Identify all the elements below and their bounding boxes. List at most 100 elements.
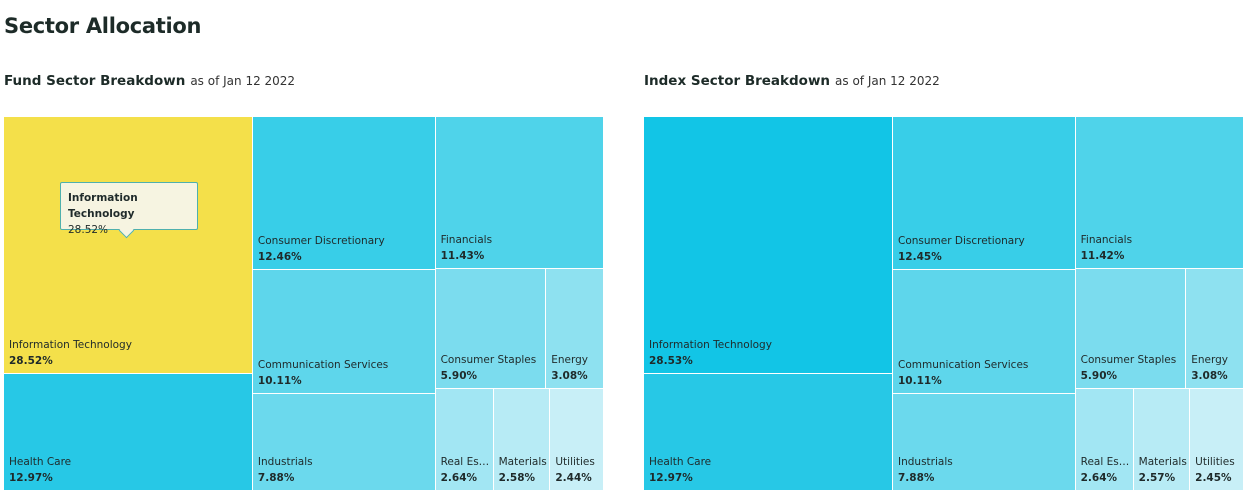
sector-tile-real-estate[interactable]: Real Est… 2.64%	[1075, 388, 1134, 491]
sector-value: 12.45%	[898, 250, 942, 263]
sector-value: 3.08%	[1191, 369, 1228, 382]
sector-value: 2.64%	[1080, 471, 1118, 484]
sector-name: Utilities	[555, 455, 595, 468]
sector-label: Industrials 7.88%	[258, 454, 433, 486]
sector-value: 2.64%	[440, 471, 478, 484]
sector-value: 2.45%	[1195, 471, 1232, 484]
sector-tile-financials[interactable]: Financials 11.43%	[435, 117, 604, 270]
sector-tile-communication-services[interactable]: Communication Services 10.11%	[252, 270, 436, 395]
sector-value: 28.52%	[9, 355, 53, 368]
page-title: Sector Allocation	[4, 14, 202, 38]
sector-name: Utilities	[1195, 455, 1235, 468]
sector-name: Financials	[1080, 234, 1133, 247]
sector-value: 12.97%	[649, 471, 693, 484]
sector-name: Consumer Staples	[440, 353, 537, 366]
sector-label: Industrials 7.88%	[898, 454, 1073, 486]
sector-label: Materials 2.58%	[499, 454, 548, 486]
sector-tile-industrials[interactable]: Industrials 7.88%	[252, 394, 436, 491]
index-panel-header: Index Sector Breakdown as of Jan 12 2022	[644, 70, 940, 89]
sector-value: 3.08%	[551, 369, 588, 382]
sector-label: Communication Services 10.11%	[898, 357, 1073, 389]
sector-value: 10.11%	[898, 375, 942, 388]
sector-tile-health-care[interactable]: Health Care 12.97%	[644, 374, 893, 491]
sector-tile-materials[interactable]: Materials 2.57%	[1133, 388, 1191, 491]
sector-tooltip: Information Technology 28.52%	[60, 182, 198, 239]
sector-value: 5.90%	[440, 369, 478, 382]
sector-tile-consumer-discretionary[interactable]: Consumer Discretionary 12.46%	[252, 117, 436, 271]
fund-chart-date: as of Jan 12 2022	[190, 74, 296, 88]
sector-value: 10.11%	[257, 375, 302, 388]
sector-name: Information Technology	[9, 339, 132, 352]
sector-name: Industrials	[257, 455, 313, 468]
sector-tile-utilities[interactable]: Utilities 2.45%	[1190, 388, 1244, 491]
sector-label: Consumer Discretionary 12.46%	[258, 233, 433, 265]
sector-name: Consumer Discretionary	[257, 235, 385, 248]
sector-label: Real Est… 2.64%	[1081, 454, 1131, 486]
sector-label: Health Care 12.97%	[9, 454, 250, 486]
sector-value: 5.90%	[1080, 369, 1118, 382]
sector-label: Information Technology 28.53%	[649, 337, 890, 369]
sector-value: 12.46%	[257, 251, 302, 264]
sector-value: 12.97%	[9, 471, 53, 484]
sector-tile-information-technology[interactable]: Information Technology 28.53%	[644, 117, 893, 375]
sector-label: Consumer Staples 5.90%	[1081, 352, 1184, 384]
sector-value: 2.44%	[555, 471, 592, 484]
sector-tile-consumer-staples[interactable]: Consumer Staples 5.90%	[1075, 269, 1187, 389]
sector-value: 2.58%	[498, 471, 536, 484]
sector-name: Consumer Discretionary	[898, 234, 1025, 247]
index-sector-treemap: Information Technology 28.53% Health Care 1…	[644, 117, 1244, 491]
index-chart-title: Index Sector Breakdown	[644, 73, 831, 89]
sector-name: Information Technology	[649, 339, 772, 352]
index-chart-date: as of Jan 12 2022	[835, 74, 940, 88]
sector-name: Materials	[498, 455, 547, 468]
sector-tile-energy[interactable]: Energy 3.08%	[546, 269, 604, 389]
sector-label: Information Technology 28.52%	[9, 337, 250, 369]
sector-tile-communication-services[interactable]: Communication Services 10.11%	[893, 269, 1076, 395]
sector-tile-energy[interactable]: Energy 3.08%	[1186, 269, 1244, 389]
sector-value: 7.88%	[257, 471, 295, 484]
sector-tile-utilities[interactable]: Utilities 2.44%	[550, 388, 604, 491]
sector-tile-materials[interactable]: Materials 2.58%	[493, 388, 551, 491]
sector-name: Materials	[1138, 455, 1187, 468]
tooltip-sector-name: Information Technology	[68, 192, 138, 220]
sector-name: Communication Services	[898, 359, 1029, 372]
sector-tile-industrials[interactable]: Industrials 7.88%	[893, 394, 1076, 491]
sector-value: 7.88%	[898, 471, 935, 484]
sector-value: 2.57%	[1138, 471, 1176, 484]
sector-name: Energy	[551, 353, 588, 366]
sector-tile-information-technology[interactable]: Information Technology 28.52%	[4, 117, 253, 375]
sector-label: Energy 3.08%	[551, 352, 601, 384]
sector-label: Utilities 2.44%	[555, 454, 601, 486]
sector-tile-financials[interactable]: Financials 11.42%	[1075, 117, 1244, 270]
sector-name: Financials	[440, 234, 493, 247]
sector-label: Real Est… 2.64%	[441, 454, 491, 486]
sector-label: Utilities 2.45%	[1195, 454, 1241, 486]
sector-name: Health Care	[649, 455, 712, 468]
sector-value: 11.43%	[440, 250, 485, 263]
sector-value: 11.42%	[1080, 250, 1125, 263]
sector-name: Real Est…	[440, 455, 491, 468]
sector-name: Communication Services	[257, 359, 389, 372]
fund-panel-header: Fund Sector Breakdown as of Jan 12 2022	[4, 70, 295, 89]
sector-label: Energy 3.08%	[1191, 352, 1241, 384]
sector-label: Consumer Discretionary 12.45%	[898, 233, 1073, 265]
sector-name: Real Est…	[1080, 455, 1131, 468]
sector-tile-consumer-discretionary[interactable]: Consumer Discretionary 12.45%	[893, 117, 1076, 270]
sector-name: Health Care	[9, 455, 72, 468]
sector-label: Consumer Staples 5.90%	[441, 352, 544, 384]
sector-label: Financials 11.42%	[1081, 232, 1241, 264]
fund-chart-title: Fund Sector Breakdown	[4, 73, 186, 89]
sector-name: Industrials	[898, 455, 953, 468]
sector-name: Consumer Staples	[1080, 353, 1177, 366]
sector-label: Materials 2.57%	[1139, 454, 1187, 486]
sector-tile-real-estate[interactable]: Real Est… 2.64%	[435, 388, 494, 491]
sector-label: Financials 11.43%	[441, 232, 601, 264]
sector-tile-health-care[interactable]: Health Care 12.97%	[4, 374, 253, 491]
sector-name: Energy	[1191, 353, 1229, 366]
sector-tile-consumer-staples[interactable]: Consumer Staples 5.90%	[435, 269, 547, 389]
sector-label: Health Care 12.97%	[649, 454, 890, 486]
sector-value: 28.53%	[649, 355, 693, 368]
sector-label: Communication Services 10.11%	[258, 357, 433, 389]
tooltip-sector-value: 28.52%	[68, 224, 109, 236]
tooltip-caret	[118, 222, 135, 239]
